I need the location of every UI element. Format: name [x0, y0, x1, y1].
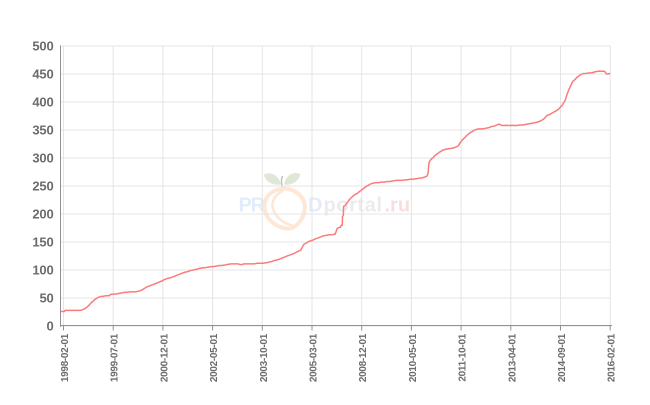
- svg-text:2016-02-01: 2016-02-01: [607, 333, 618, 382]
- svg-text:2002-05-01: 2002-05-01: [209, 333, 220, 382]
- svg-text:1999-07-01: 1999-07-01: [110, 333, 121, 382]
- svg-text:D: D: [308, 194, 322, 216]
- svg-text:450: 450: [32, 67, 53, 82]
- svg-text:2011-10-01: 2011-10-01: [458, 333, 469, 381]
- svg-text:400: 400: [32, 95, 53, 110]
- svg-text:350: 350: [32, 123, 53, 138]
- svg-text:2005-03-01: 2005-03-01: [309, 333, 320, 382]
- svg-text:1998-02-01: 1998-02-01: [60, 333, 71, 382]
- svg-text:2003-10-01: 2003-10-01: [259, 333, 270, 382]
- svg-text:portal: portal: [324, 194, 383, 216]
- svg-text:0: 0: [46, 319, 53, 334]
- svg-text:150: 150: [32, 235, 53, 250]
- svg-text:300: 300: [32, 151, 53, 166]
- svg-text:100: 100: [32, 263, 53, 278]
- svg-text:2013-04-01: 2013-04-01: [507, 333, 518, 382]
- svg-text:50: 50: [39, 291, 53, 306]
- svg-text:2008-12-01: 2008-12-01: [358, 333, 369, 382]
- svg-text:500: 500: [32, 39, 53, 54]
- svg-text:PR: PR: [239, 194, 266, 216]
- svg-text:200: 200: [32, 207, 53, 222]
- svg-text:250: 250: [32, 179, 53, 194]
- svg-text:2014-09-01: 2014-09-01: [557, 333, 568, 382]
- svg-text:2010-05-01: 2010-05-01: [408, 333, 419, 382]
- svg-text:2000-12-01: 2000-12-01: [159, 333, 170, 382]
- svg-text:.ru: .ru: [385, 194, 411, 216]
